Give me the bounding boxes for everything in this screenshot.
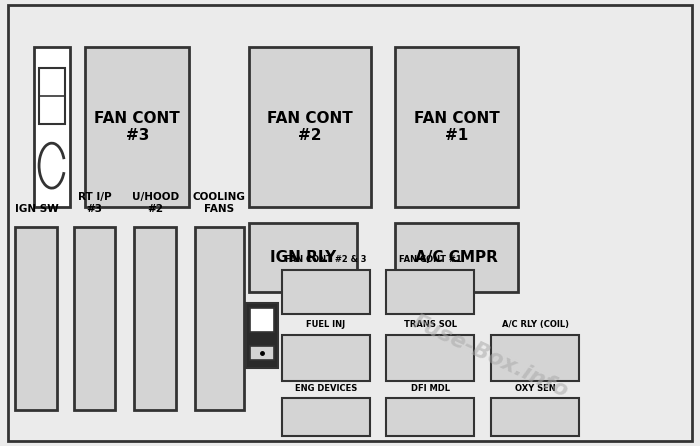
Bar [39, 68, 64, 124]
Text: ENG DEVICES: ENG DEVICES [295, 384, 357, 393]
Bar [282, 270, 370, 314]
Bar [282, 334, 370, 381]
Bar [386, 398, 474, 436]
Bar [34, 47, 70, 207]
Text: A/C RLY (COIL): A/C RLY (COIL) [502, 320, 568, 329]
Bar [195, 227, 244, 410]
Bar [251, 308, 274, 332]
Bar [248, 47, 371, 207]
Text: DFI MDL: DFI MDL [411, 384, 449, 393]
Bar [74, 227, 116, 410]
Bar [395, 47, 518, 207]
Bar [491, 398, 579, 436]
Bar [386, 270, 474, 314]
Text: IGN SW: IGN SW [15, 204, 58, 214]
Bar [15, 227, 57, 410]
Text: FAN CONT #2 & 3: FAN CONT #2 & 3 [285, 256, 367, 264]
Text: Fuse-Box.info: Fuse-Box.info [409, 312, 571, 402]
Bar [386, 334, 474, 381]
Bar [251, 346, 274, 360]
Text: COOLING
FANS: COOLING FANS [193, 193, 246, 214]
Text: FUEL INJ: FUEL INJ [307, 320, 345, 329]
Text: TRANS SOL: TRANS SOL [404, 320, 456, 329]
Bar [134, 227, 176, 410]
Bar [491, 334, 579, 381]
Text: FAN CONT #1: FAN CONT #1 [399, 256, 461, 264]
Text: FAN CONT
#3: FAN CONT #3 [94, 111, 180, 143]
Text: FAN CONT
#2: FAN CONT #2 [267, 111, 353, 143]
Text: OXY SEN: OXY SEN [514, 384, 556, 393]
Bar [246, 303, 278, 368]
Text: RT I/P
#3: RT I/P #3 [78, 193, 111, 214]
Text: IGN RLY: IGN RLY [270, 250, 336, 265]
Bar [248, 223, 357, 292]
Text: U/HOOD
#2: U/HOOD #2 [132, 193, 179, 214]
Text: A/C CMPR: A/C CMPR [415, 250, 498, 265]
Bar [395, 223, 518, 292]
Text: FAN CONT
#1: FAN CONT #1 [414, 111, 500, 143]
Bar [85, 47, 189, 207]
Bar [282, 398, 370, 436]
